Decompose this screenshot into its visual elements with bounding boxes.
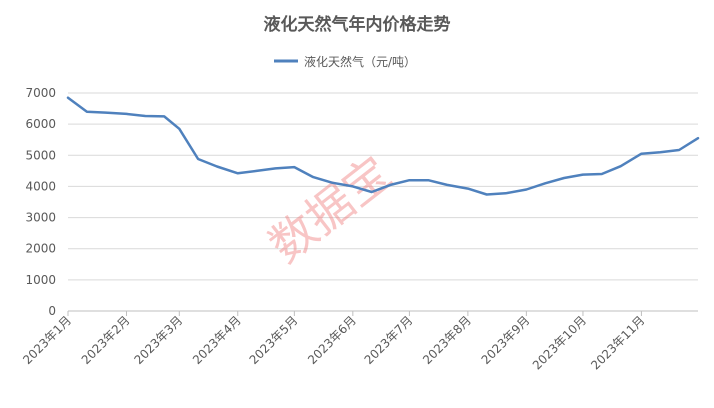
x-tick-label: 2023年2月 (79, 313, 133, 367)
legend: 液化天然气（元/吨） (274, 54, 416, 69)
y-tick-label: 6000 (25, 117, 56, 131)
series-line (66, 96, 700, 196)
series-layer (66, 96, 700, 196)
y-tick-label: 1000 (25, 273, 56, 287)
legend-label: 液化天然气（元/吨） (304, 54, 416, 69)
x-tick-label: 2023年10月 (530, 313, 589, 372)
chart-title: 液化天然气年内价格走势 (264, 14, 451, 35)
x-tick-label: 2023年7月 (362, 313, 416, 367)
x-tick-label: 2023年5月 (247, 313, 301, 367)
x-tick-label: 2023年1月 (20, 313, 74, 367)
watermark-text: 数据宝 (259, 146, 401, 274)
x-tick-label: 2023年11月 (588, 313, 647, 372)
x-tick-label: 2023年4月 (190, 313, 244, 367)
y-tick-label: 0 (48, 304, 56, 318)
x-tick-label: 2023年3月 (132, 313, 186, 367)
y-axis-ticks: 0 1000 2000 3000 4000 5000 6000 7000 (25, 86, 56, 318)
x-tick-label: 2023年9月 (479, 313, 533, 367)
y-tick-label: 5000 (25, 148, 56, 162)
x-tick-label: 2023年6月 (305, 313, 359, 367)
x-tick-label: 2023年8月 (420, 313, 474, 367)
y-tick-label: 7000 (25, 86, 56, 100)
y-tick-label: 4000 (25, 179, 56, 193)
y-tick-label: 3000 (25, 211, 56, 225)
y-tick-label: 2000 (25, 242, 56, 256)
